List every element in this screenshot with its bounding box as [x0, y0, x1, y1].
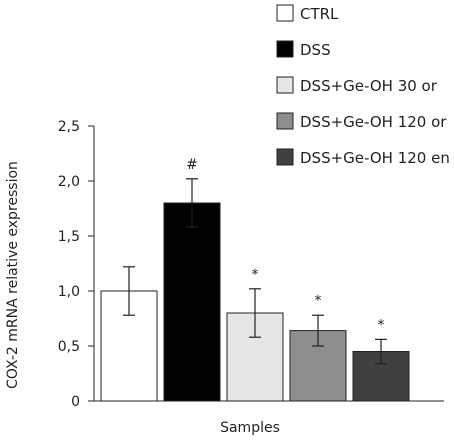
legend-swatch-2 — [276, 40, 294, 58]
legend-label-2: DSS — [300, 41, 331, 59]
bar-2 — [163, 202, 221, 402]
legend-swatch-4 — [276, 112, 294, 130]
y-tick-label: 0,5 — [58, 339, 80, 355]
legend-swatch-1 — [276, 4, 294, 22]
significance-mark: * — [315, 293, 322, 309]
legend-label-3: DSS+Ge-OH 30 or — [300, 77, 438, 95]
y-tick-label: 0 — [71, 394, 80, 410]
y-tick-label: 2,0 — [58, 174, 80, 190]
legend-label-5: DSS+Ge-OH 120 en — [300, 149, 450, 167]
legend-swatch-5 — [276, 148, 294, 166]
legend: CTRL DSS DSS+Ge-OH 30 or DSS+Ge-OH 120 or DS… — [276, 4, 450, 167]
y-tick-label: 1,5 — [58, 229, 80, 245]
legend-label-4: DSS+Ge-OH 120 or — [300, 113, 447, 131]
plot-area: 0 0,5 1,0 1,5 2,0 2,5 # * * * — [58, 119, 444, 410]
x-axis-title: Samples — [220, 420, 280, 436]
significance-mark: # — [186, 157, 198, 173]
significance-mark: * — [378, 317, 385, 333]
legend-swatch-3 — [276, 76, 294, 94]
y-tick-label: 1,0 — [58, 284, 80, 300]
significance-mark: * — [252, 267, 259, 283]
legend-label-1: CTRL — [300, 5, 339, 23]
y-axis-title: COX-2 mRNA relative expression — [5, 161, 21, 389]
y-tick-label: 2,5 — [58, 119, 80, 135]
